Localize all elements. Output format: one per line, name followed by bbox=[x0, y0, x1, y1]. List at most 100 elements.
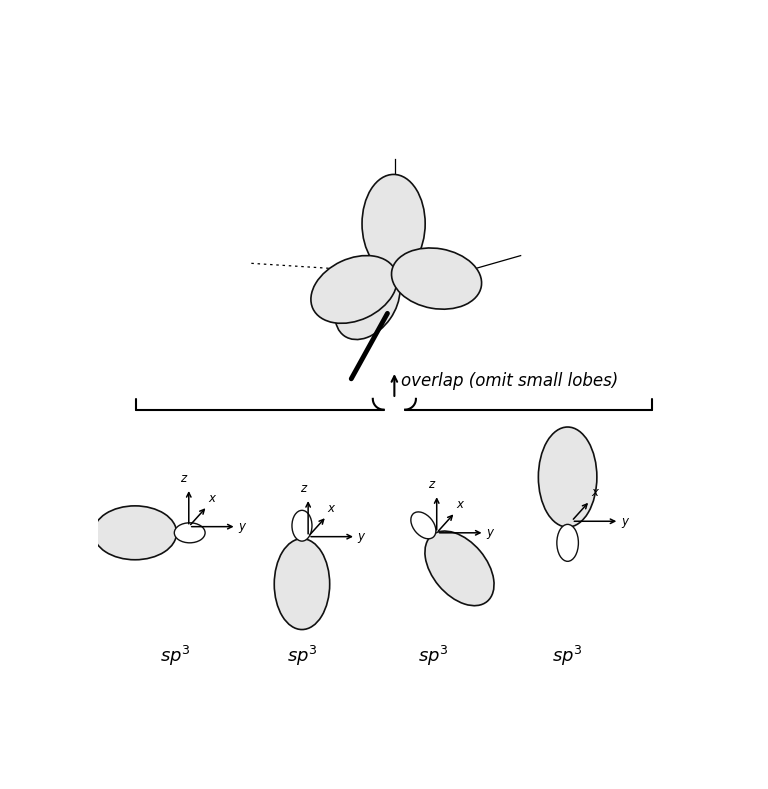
Ellipse shape bbox=[95, 507, 174, 559]
Ellipse shape bbox=[120, 532, 144, 548]
Ellipse shape bbox=[548, 453, 573, 495]
Ellipse shape bbox=[369, 188, 412, 256]
Ellipse shape bbox=[362, 174, 425, 273]
Ellipse shape bbox=[113, 525, 151, 551]
Ellipse shape bbox=[274, 539, 329, 630]
Ellipse shape bbox=[346, 293, 362, 305]
Ellipse shape bbox=[302, 575, 317, 601]
Ellipse shape bbox=[326, 272, 382, 316]
Ellipse shape bbox=[339, 286, 368, 308]
Text: z: z bbox=[180, 472, 187, 485]
Ellipse shape bbox=[544, 441, 584, 510]
Ellipse shape bbox=[342, 275, 395, 335]
Ellipse shape bbox=[429, 263, 455, 280]
Text: $sp^3$: $sp^3$ bbox=[418, 644, 449, 668]
Ellipse shape bbox=[372, 198, 402, 244]
Ellipse shape bbox=[425, 531, 494, 606]
Ellipse shape bbox=[431, 264, 453, 279]
Ellipse shape bbox=[429, 534, 492, 602]
Ellipse shape bbox=[319, 264, 389, 320]
Ellipse shape bbox=[311, 256, 397, 323]
Ellipse shape bbox=[101, 514, 166, 556]
Ellipse shape bbox=[377, 208, 392, 231]
Ellipse shape bbox=[542, 437, 588, 514]
Ellipse shape bbox=[335, 266, 400, 339]
Ellipse shape bbox=[276, 541, 329, 628]
Ellipse shape bbox=[347, 294, 360, 305]
Ellipse shape bbox=[376, 206, 394, 234]
Ellipse shape bbox=[392, 248, 482, 309]
Ellipse shape bbox=[539, 429, 595, 525]
Ellipse shape bbox=[371, 194, 406, 249]
Ellipse shape bbox=[452, 552, 480, 582]
Ellipse shape bbox=[363, 301, 379, 319]
Ellipse shape bbox=[293, 563, 321, 610]
Ellipse shape bbox=[285, 552, 325, 619]
Ellipse shape bbox=[117, 529, 147, 549]
Ellipse shape bbox=[399, 251, 476, 304]
Ellipse shape bbox=[545, 445, 581, 505]
Ellipse shape bbox=[546, 447, 578, 502]
Ellipse shape bbox=[323, 267, 386, 317]
Ellipse shape bbox=[367, 305, 376, 316]
Text: y: y bbox=[238, 520, 246, 533]
Text: y: y bbox=[358, 530, 365, 543]
Ellipse shape bbox=[114, 527, 150, 550]
Ellipse shape bbox=[403, 252, 473, 300]
Ellipse shape bbox=[305, 580, 316, 597]
Ellipse shape bbox=[538, 427, 597, 527]
Ellipse shape bbox=[415, 257, 465, 291]
Ellipse shape bbox=[292, 510, 312, 541]
Ellipse shape bbox=[417, 258, 463, 290]
Ellipse shape bbox=[541, 433, 591, 520]
Ellipse shape bbox=[311, 256, 397, 323]
Ellipse shape bbox=[357, 293, 384, 323]
Ellipse shape bbox=[328, 274, 379, 315]
Ellipse shape bbox=[274, 539, 329, 630]
Ellipse shape bbox=[442, 544, 485, 592]
Ellipse shape bbox=[300, 573, 318, 603]
Text: $sp^3$: $sp^3$ bbox=[552, 644, 583, 668]
Ellipse shape bbox=[359, 295, 382, 323]
Ellipse shape bbox=[543, 439, 586, 512]
Ellipse shape bbox=[392, 248, 482, 309]
Ellipse shape bbox=[443, 545, 485, 589]
Ellipse shape bbox=[94, 506, 177, 559]
Ellipse shape bbox=[370, 192, 408, 251]
Ellipse shape bbox=[459, 558, 476, 575]
Ellipse shape bbox=[548, 451, 575, 497]
Ellipse shape bbox=[464, 560, 474, 572]
Ellipse shape bbox=[334, 280, 374, 312]
Ellipse shape bbox=[316, 262, 392, 320]
Ellipse shape bbox=[411, 512, 436, 539]
Ellipse shape bbox=[118, 530, 145, 548]
Ellipse shape bbox=[419, 260, 462, 288]
Ellipse shape bbox=[433, 537, 490, 599]
Text: x: x bbox=[328, 502, 335, 514]
Text: z: z bbox=[429, 478, 435, 492]
Ellipse shape bbox=[320, 266, 388, 319]
Ellipse shape bbox=[288, 557, 323, 615]
Ellipse shape bbox=[366, 184, 415, 260]
Ellipse shape bbox=[372, 196, 404, 246]
Ellipse shape bbox=[108, 521, 158, 553]
Ellipse shape bbox=[394, 249, 480, 308]
Ellipse shape bbox=[340, 272, 396, 336]
Ellipse shape bbox=[97, 509, 173, 559]
Ellipse shape bbox=[433, 265, 451, 277]
Ellipse shape bbox=[110, 522, 156, 552]
Ellipse shape bbox=[121, 534, 141, 547]
Text: overlap (omit small lobes): overlap (omit small lobes) bbox=[401, 372, 617, 390]
Ellipse shape bbox=[553, 465, 562, 480]
Ellipse shape bbox=[355, 291, 386, 325]
Ellipse shape bbox=[103, 516, 164, 555]
Ellipse shape bbox=[545, 443, 582, 507]
Ellipse shape bbox=[315, 260, 393, 321]
Ellipse shape bbox=[366, 303, 378, 317]
Ellipse shape bbox=[425, 531, 494, 606]
Ellipse shape bbox=[410, 256, 468, 295]
Ellipse shape bbox=[98, 510, 170, 558]
Ellipse shape bbox=[345, 279, 392, 332]
Ellipse shape bbox=[342, 288, 366, 308]
Ellipse shape bbox=[378, 209, 390, 229]
